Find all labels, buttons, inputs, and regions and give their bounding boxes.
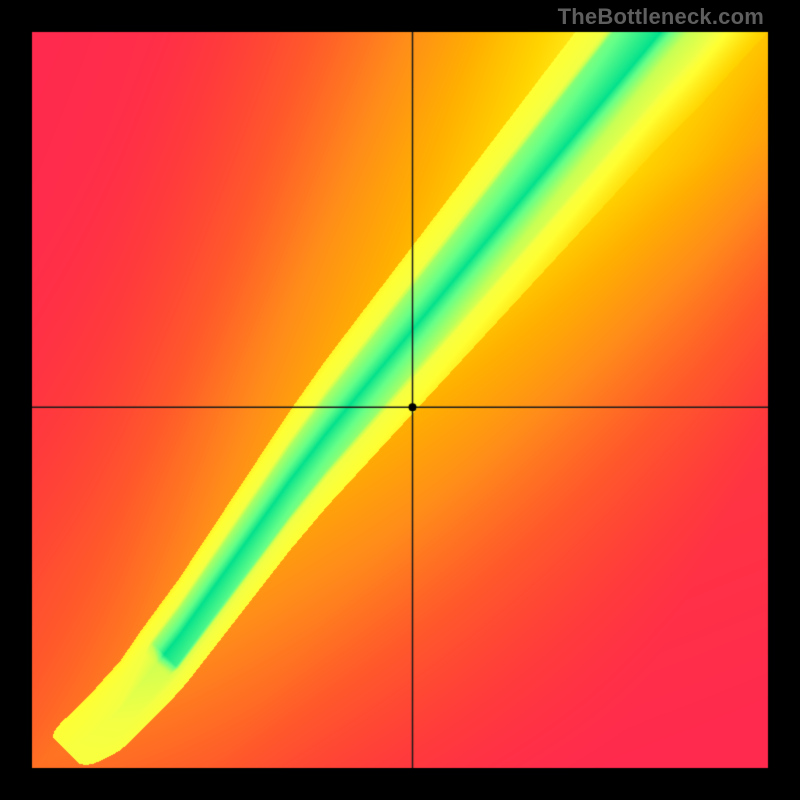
chart-container: { "watermark": { "text": "TheBottleneck.… (0, 0, 800, 800)
bottleneck-heatmap (0, 0, 800, 800)
watermark-text: TheBottleneck.com (558, 4, 764, 30)
